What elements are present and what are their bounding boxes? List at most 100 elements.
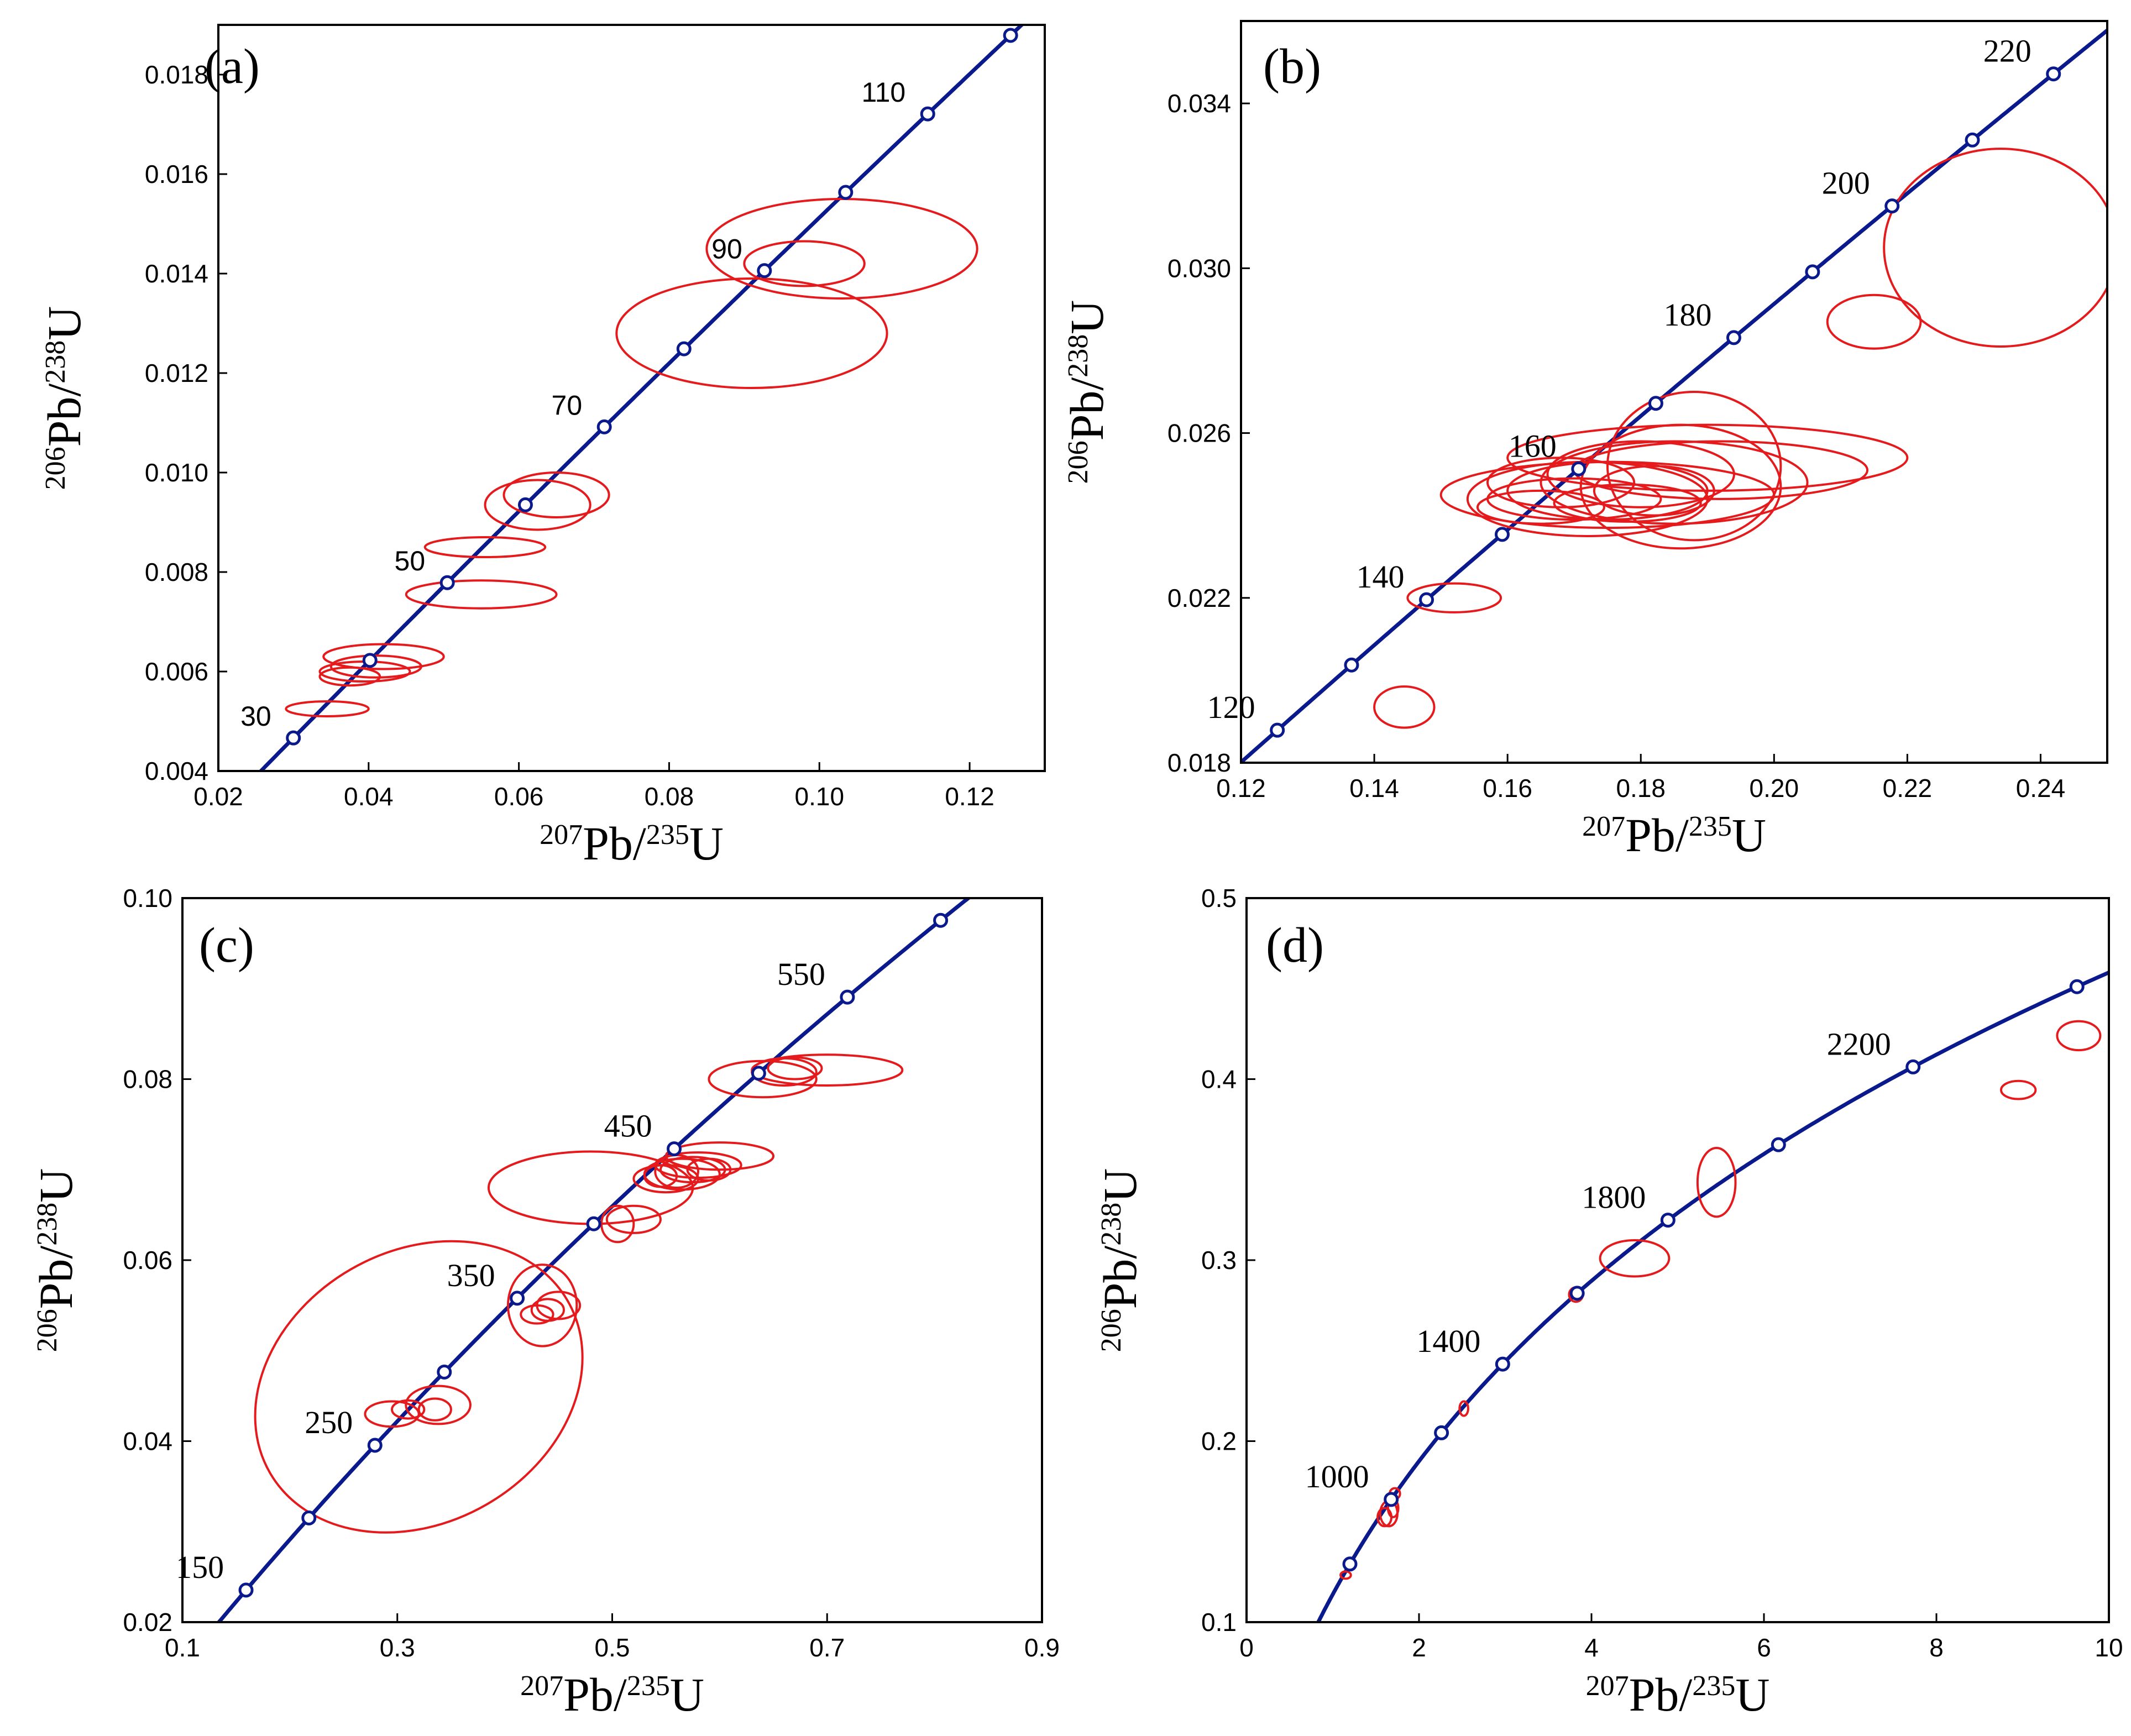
- panel-a-y-tick-label: 0.004: [145, 757, 208, 785]
- panel-a-y-tick-label: 0.012: [145, 359, 208, 387]
- panel-b-age-marker-130: [1344, 657, 1359, 673]
- panel-b-y-tick-label: 0.022: [1167, 584, 1231, 612]
- panel-c-age-marker-150: [238, 1582, 254, 1598]
- panel-a-error-ellipse-6: [423, 536, 547, 558]
- panel-c-age-label-250: 250: [305, 1404, 353, 1440]
- panel-c-y-axis-title-pre2: 238: [32, 1203, 63, 1246]
- panel-b-x-axis-title-base2: U: [1732, 809, 1766, 862]
- panel-b-age-marker-140: [1419, 592, 1434, 607]
- panel-d-error-ellipse-0: [1339, 1570, 1352, 1580]
- panel-c-age-marker-550: [840, 989, 855, 1005]
- panel-a-age-label-110: 110: [862, 77, 906, 108]
- panel-b-error-ellipse-16: [1883, 148, 2107, 348]
- panel-d-x-axis-title-base2: U: [1735, 1668, 1769, 1721]
- panel-b-x-tick-label: 0.20: [1750, 774, 1799, 803]
- panel-d-age-label-1800: 1800: [1582, 1179, 1646, 1215]
- panel-a-concordia-curve: [258, 25, 1025, 771]
- panel-a-y-tick-label: 0.006: [145, 657, 208, 686]
- panel-d-x-tick-label: 6: [1757, 1633, 1771, 1662]
- panel-c-y-axis-title: 206Pb/238U: [29, 1168, 82, 1352]
- panel-b-y-axis-title-pre1: 206: [1062, 440, 1094, 484]
- panel-d-age-label-1000: 1000: [1305, 1459, 1369, 1494]
- panel-b-error-ellipse-14: [1606, 391, 1782, 542]
- panel-c-x-axis-title-base2: U: [670, 1668, 704, 1721]
- panel-b-age-marker-210: [1965, 132, 1980, 148]
- panel-b-error-ellipse-3: [1476, 489, 1605, 525]
- panel-c: 150 250 350 450 550 0.1 0.3 0.5 0.7 0.9 0.02 0.04 0.…: [29, 884, 1060, 1721]
- panel-a-plot-area: [258, 25, 1025, 771]
- panel-a-y-tick-label: 0.016: [145, 160, 208, 188]
- panel-b-y-tick-label: 0.026: [1167, 419, 1231, 448]
- panel-c-y-axis-title-pre1: 206: [32, 1309, 63, 1352]
- panel-b-x-axis-title-pre2: 235: [1689, 811, 1732, 842]
- panel-d-age-marker-1000: [1384, 1492, 1399, 1507]
- panel-a-error-ellipse-9: [615, 277, 888, 389]
- panel-b-error-ellipse-9: [1540, 440, 1809, 525]
- panel-d-y-tick-label: 0.4: [1201, 1065, 1237, 1094]
- panel-c-error-ellipse-4: [405, 1384, 472, 1425]
- panel-c-error-ellipse-5: [506, 1263, 578, 1347]
- panel-c-error-ellipse-3: [417, 1397, 452, 1422]
- panel-b-age-marker-190: [1805, 264, 1820, 280]
- panel-b-title: (b): [1263, 39, 1321, 94]
- panel-d-age-marker-1400: [1495, 1356, 1510, 1372]
- panel-a-x-axis-title-base1: Pb/: [583, 817, 646, 870]
- panel-b-y-tick-label: 0.030: [1167, 254, 1231, 282]
- panel-a-age-marker-70: [596, 419, 612, 434]
- panel-a-x-axis-title: 207Pb/235U: [540, 817, 724, 870]
- panel-b-age-label-200: 200: [1822, 165, 1870, 201]
- panel-d-age-label-1400: 1400: [1416, 1323, 1480, 1359]
- panel-d-x-axis-title-base1: Pb/: [1629, 1668, 1693, 1721]
- panel-b-plot-area: [1241, 28, 2107, 763]
- panel-b-frame: [1240, 20, 2108, 764]
- panel-a-y-tick-label: 0.008: [145, 558, 208, 586]
- panel-a-age-marker-40: [362, 653, 378, 668]
- panel-c-error-ellipse-18: [686, 1157, 732, 1182]
- panel-b-age-marker-120: [1270, 722, 1285, 738]
- panel-a-x-tick-label: 0.12: [945, 782, 994, 811]
- panel-a-error-ellipse-5: [405, 579, 558, 610]
- panel-d-y-tick-label: 0.3: [1201, 1246, 1237, 1275]
- panel-b-error-ellipse-15: [1593, 465, 1715, 517]
- panel-a-x-axis-title-pre2: 235: [646, 819, 689, 851]
- panel-d-age-marker-2400: [2069, 979, 2085, 994]
- panel-b-age-label-220: 220: [1983, 33, 2031, 69]
- panel-d-x-axis-title-pre1: 207: [1586, 1670, 1629, 1702]
- panel-a-error-ellipse-10: [743, 240, 866, 287]
- panel-c-concordia-curve: [216, 898, 972, 1622]
- panel-d-age-marker-1600: [1569, 1286, 1585, 1301]
- panel-d-error-ellipse-10: [2056, 1020, 2102, 1052]
- panel-a-frame: [217, 24, 1046, 772]
- panel-a: 30 50 70 90 110 0.02 0.04 0.06 0.08 0.10 0.12 0.004…: [38, 24, 1046, 870]
- panel-c-y-axis-title-base1: Pb/: [29, 1246, 82, 1309]
- panel-c-x-tick-label: 0.3: [380, 1633, 415, 1662]
- panel-b-y-axis-title-base1: Pb/: [1060, 377, 1113, 441]
- panel-b-x-tick-label: 0.14: [1349, 774, 1399, 803]
- panel-b-age-label-140: 140: [1357, 559, 1405, 595]
- panel-b-x-tick-label: 0.16: [1483, 774, 1532, 803]
- panel-b-age-marker-220: [2046, 66, 2061, 82]
- panel-b-error-ellipse-0: [1373, 685, 1436, 729]
- panel-b-x-axis-title-base1: Pb/: [1625, 809, 1689, 862]
- panel-d-y-tick-label: 0.5: [1201, 884, 1237, 912]
- panel-a-y-tick-label: 0.018: [145, 60, 208, 89]
- panel-c-age-label-350: 350: [447, 1257, 495, 1293]
- panel-d-frame: [1245, 897, 2110, 1623]
- panel-b-age-marker-180: [1726, 330, 1741, 345]
- panel-c-y-tick-label: 0.02: [123, 1608, 172, 1637]
- panel-a-y-tick-label: 0.010: [145, 458, 208, 487]
- panel-b-y-axis-title-pre2: 238: [1062, 334, 1094, 377]
- panel-c-age-marker-600: [933, 912, 949, 928]
- panel-c-age-marker-500: [751, 1066, 766, 1081]
- panel-c-x-axis-title-pre2: 235: [627, 1670, 670, 1702]
- panel-c-age-label-450: 450: [604, 1108, 652, 1144]
- panel-c-error-ellipse-7: [530, 1298, 566, 1322]
- panel-b-error-ellipse-5: [1486, 477, 1662, 521]
- panel-a-age-marker-120: [1003, 28, 1018, 43]
- panel-c-x-tick-label: 0.7: [809, 1633, 845, 1662]
- panel-b-x-axis-title: 207Pb/235U: [1582, 809, 1766, 862]
- panel-d-plot-area: [1316, 970, 2109, 1622]
- panel-c-error-ellipse-10: [605, 1204, 662, 1234]
- panel-b-age-label-120: 120: [1207, 689, 1255, 725]
